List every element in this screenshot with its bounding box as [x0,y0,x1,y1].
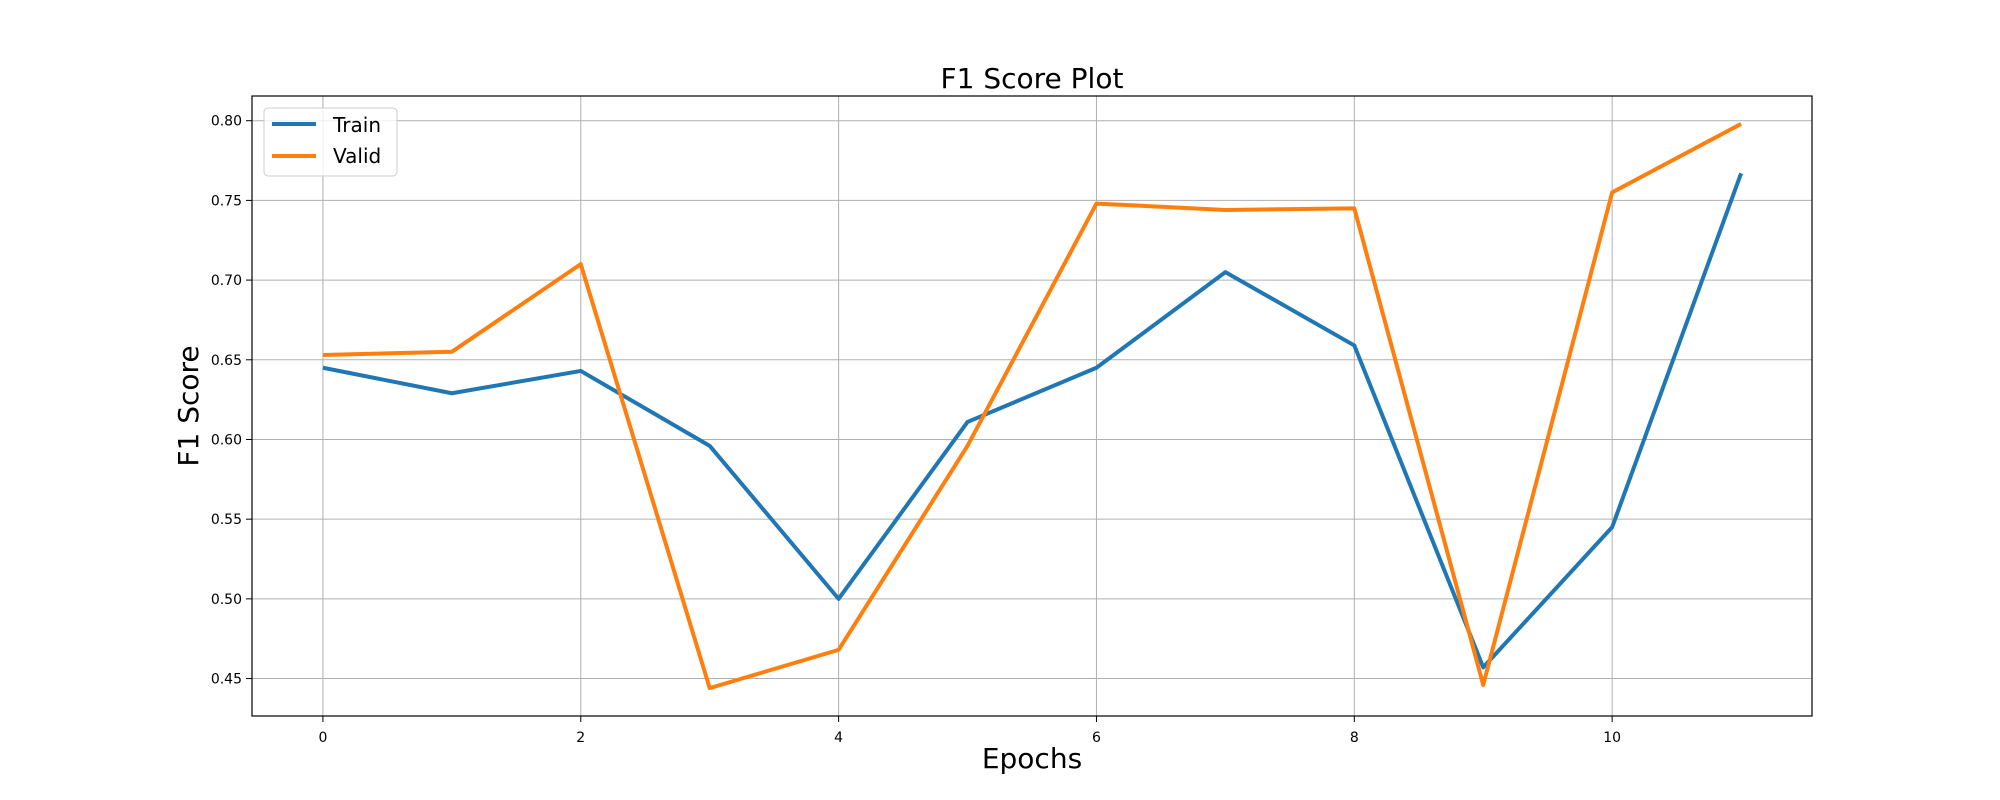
chart-title: F1 Score Plot [941,62,1124,95]
x-tick-label: 2 [576,730,585,746]
y-tick-label: 0.60 [211,432,242,448]
legend-label-valid: Valid [333,144,381,168]
plot-frame [251,95,1813,717]
x-axis-label: Epochs [982,742,1082,775]
series-line-valid [322,122,1743,691]
y-tick-label: 0.50 [211,592,242,608]
x-tick-label: 4 [834,730,843,746]
x-tick-label: 0 [318,730,327,746]
tick-layer: 0 2 4 6 8 10 0.45 0.50 0.55 0.60 0.65 0.70 0.75 0.80 [211,114,1621,746]
y-tick-label: 0.70 [211,273,242,289]
grid-layer [252,96,1812,716]
y-tick-label: 0.80 [211,114,242,130]
y-tick-label: 0.75 [211,193,242,209]
y-tick-label: 0.45 [211,672,242,688]
y-axis-label: F1 Score [172,345,205,466]
y-tick-label: 0.65 [211,353,242,369]
x-tick-label: 8 [1350,730,1359,746]
legend-label-train: Train [332,113,381,137]
x-tick-label: 10 [1603,730,1621,746]
legend: Train Valid [263,107,398,177]
y-tick-label: 0.55 [211,512,242,528]
series-line-train [322,172,1743,670]
series-layer [322,122,1743,691]
x-tick-label: 6 [1092,730,1101,746]
